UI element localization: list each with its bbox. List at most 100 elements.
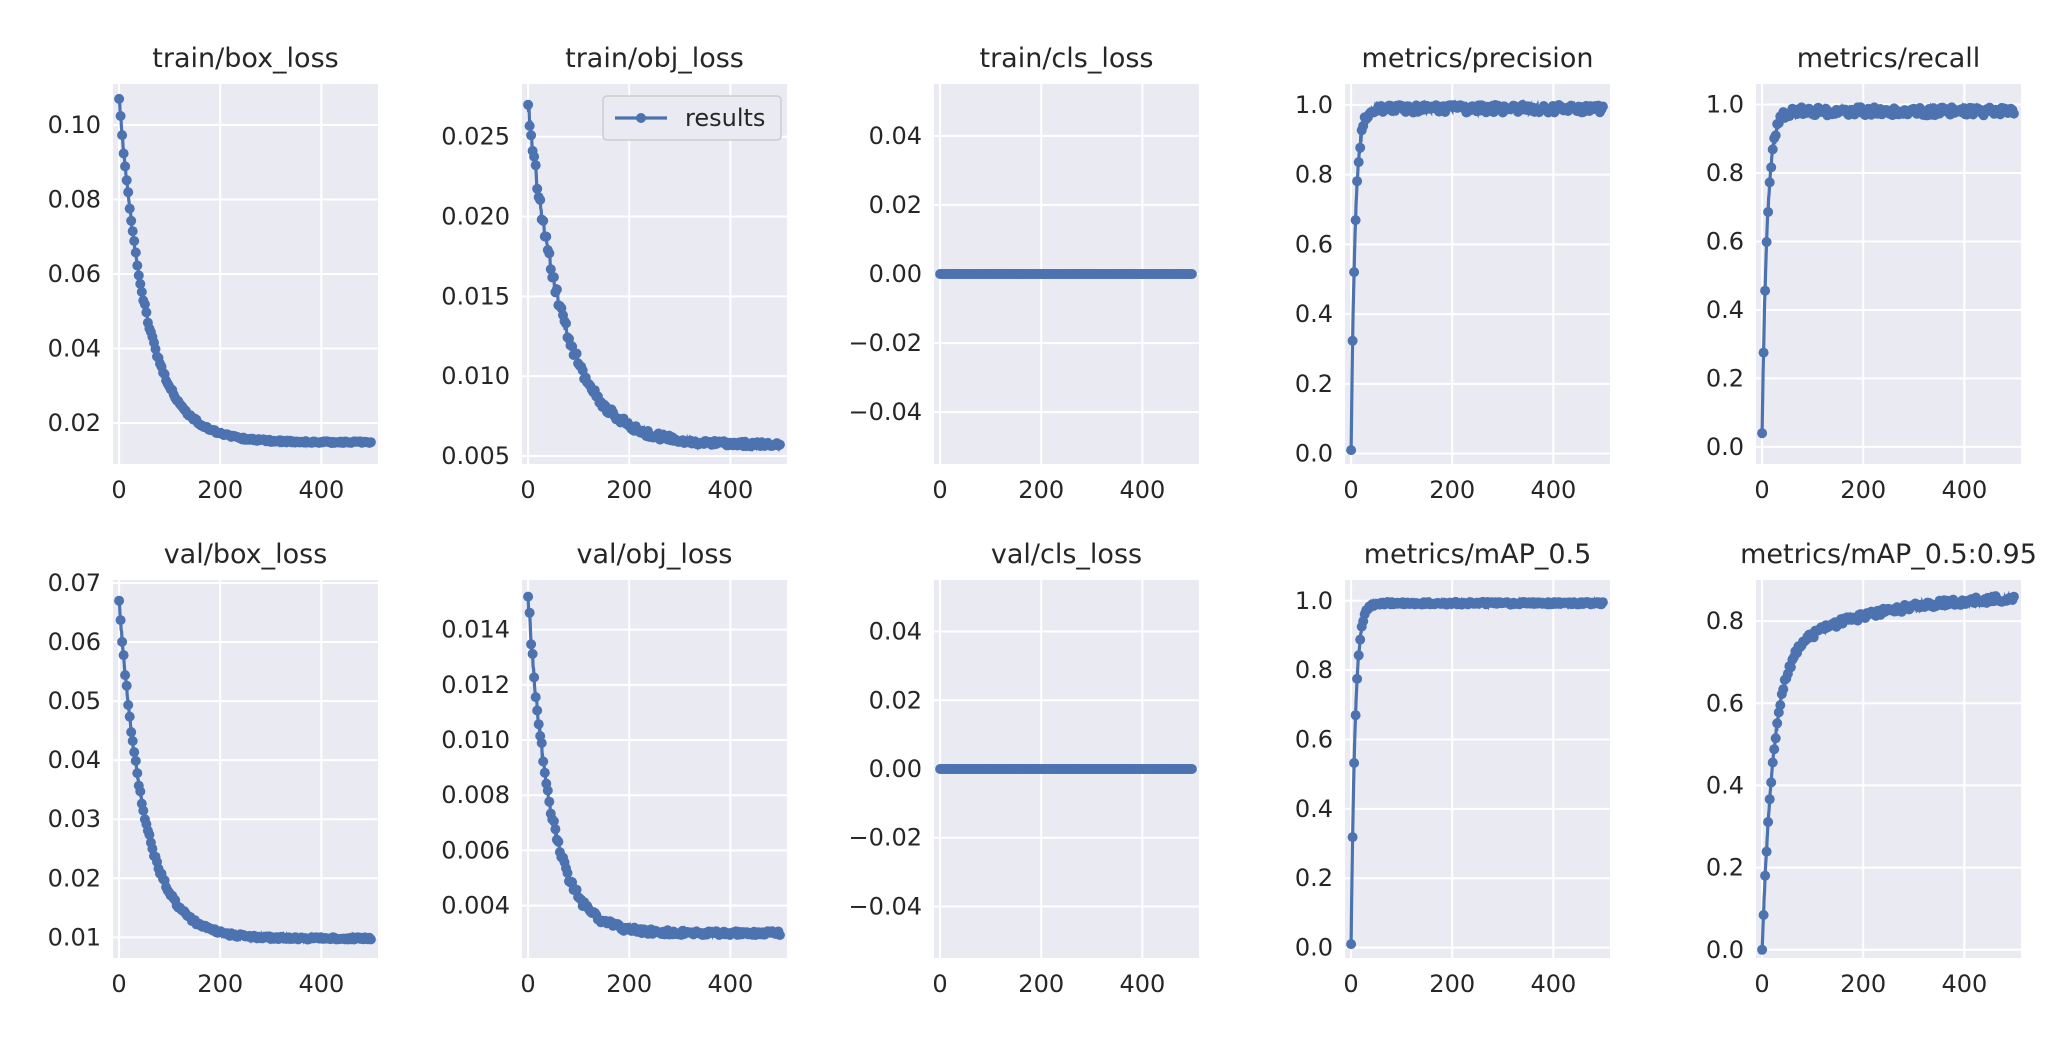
data-point: [1597, 597, 1608, 608]
data-point: [114, 93, 125, 104]
data-point: [120, 161, 131, 172]
x-tick-label: 400: [1941, 970, 1987, 998]
y-tick-label: 0.015: [441, 282, 510, 310]
data-point: [1346, 939, 1357, 950]
y-tick-label: 0.4: [1295, 300, 1333, 328]
data-point: [1758, 910, 1769, 920]
data-point: [1350, 215, 1361, 226]
plot-area: [1756, 580, 2021, 958]
data-point: [135, 278, 146, 289]
y-tick-label: 0.025: [441, 123, 510, 151]
data-point: [1355, 634, 1366, 645]
data-point: [539, 767, 550, 778]
data-point: [1355, 142, 1366, 153]
y-tick-label: 0.06: [48, 628, 101, 656]
data-point: [1347, 335, 1358, 346]
legend-box: [602, 95, 782, 141]
data-point: [545, 264, 556, 275]
y-tick-label: 0.06: [48, 260, 101, 288]
y-tick-label: 0.00: [869, 755, 922, 783]
x-tick-label: 400: [1119, 476, 1165, 504]
data-point: [127, 226, 138, 237]
x-tick-label: 400: [1530, 476, 1576, 504]
subplot-2: 0 200 400 0.005 0.010 0.015 0.020 0.025 train/ob…: [441, 43, 787, 504]
x-tick-label: 0: [932, 970, 947, 998]
x-tick-label: 200: [197, 476, 243, 504]
data-point: [538, 215, 549, 226]
data-point: [126, 215, 137, 226]
data-point: [1770, 130, 1781, 141]
data-point: [1785, 662, 1796, 673]
data-point: [124, 203, 135, 214]
data-point: [123, 700, 134, 710]
x-tick-label: 400: [1530, 970, 1576, 998]
y-tick-label: 0.2: [1706, 854, 1744, 882]
subplot-title: metrics/mAP_0.5: [1364, 539, 1592, 570]
data-point: [541, 231, 552, 242]
y-tick-label: −0.02: [848, 824, 922, 852]
y-tick-label: 0.2: [1295, 864, 1333, 892]
data-point: [548, 816, 559, 827]
data-point: [136, 286, 147, 297]
data-point: [120, 670, 131, 681]
data-point: [1770, 733, 1781, 744]
data-point: [526, 130, 537, 141]
series-results: [523, 99, 785, 453]
y-tick-label: −0.04: [848, 398, 922, 426]
subplot-3: 0 200 400 −0.04 −0.02 0.00 0.02 0.04 train/cls_l…: [848, 43, 1199, 504]
data-point: [1186, 269, 1197, 279]
data-point: [118, 650, 129, 661]
y-tick-label: 0.04: [869, 122, 922, 150]
data-point: [139, 299, 150, 310]
data-point: [1757, 428, 1768, 439]
data-point: [567, 341, 578, 352]
y-tick-label: 0.020: [441, 203, 510, 231]
x-tick-label: 200: [1840, 970, 1886, 998]
data-point: [544, 796, 555, 807]
y-tick-label: 0.00: [869, 260, 922, 288]
y-tick-label: 0.04: [869, 618, 922, 646]
x-tick-label: 0: [1343, 970, 1358, 998]
y-tick-label: 0.05: [48, 687, 101, 715]
series-results: [1757, 590, 2019, 955]
x-tick-label: 200: [1018, 476, 1064, 504]
y-tick-label: 1.0: [1295, 587, 1333, 615]
data-point: [141, 307, 152, 318]
data-point: [551, 284, 562, 295]
x-tick-label: 0: [1754, 476, 1769, 504]
subplot-8: 0 200 400 −0.04 −0.02 0.00 0.02 0.04 val/cls_los…: [848, 539, 1199, 998]
y-tick-label: 0.0: [1295, 934, 1333, 962]
y-tick-label: 0.03: [48, 805, 101, 833]
data-point: [1760, 870, 1771, 881]
subplot-1: 0 200 400 0.02 0.04 0.06 0.08 0.10 train/box_los…: [48, 43, 378, 504]
data-point: [532, 705, 543, 716]
y-tick-label: 0.010: [441, 362, 510, 390]
data-point: [132, 768, 143, 779]
data-point: [1767, 757, 1778, 768]
legend-marker: [636, 113, 646, 123]
plot-area: [522, 580, 787, 958]
data-point: [1772, 718, 1783, 729]
data-point: [526, 639, 537, 650]
y-tick-label: 0.010: [441, 726, 510, 754]
data-point: [544, 248, 555, 259]
data-point: [529, 672, 540, 683]
x-tick-label: 200: [606, 476, 652, 504]
data-point: [1353, 650, 1364, 661]
x-tick-label: 400: [1941, 476, 1987, 504]
y-tick-label: 0.02: [869, 686, 922, 714]
data-point: [127, 736, 138, 746]
data-point: [1763, 817, 1774, 827]
subplot-title: train/box_loss: [152, 43, 338, 74]
data-point: [1349, 758, 1360, 768]
data-point: [562, 868, 573, 878]
x-tick-label: 400: [1119, 970, 1165, 998]
y-tick-label: 0.04: [48, 335, 101, 363]
plot-area: [1345, 84, 1610, 464]
x-tick-label: 0: [520, 476, 535, 504]
data-point: [118, 148, 129, 159]
data-point: [121, 175, 132, 186]
subplot-title: metrics/precision: [1362, 43, 1594, 74]
data-point: [2008, 591, 2019, 602]
y-tick-label: 0.10: [48, 111, 101, 139]
